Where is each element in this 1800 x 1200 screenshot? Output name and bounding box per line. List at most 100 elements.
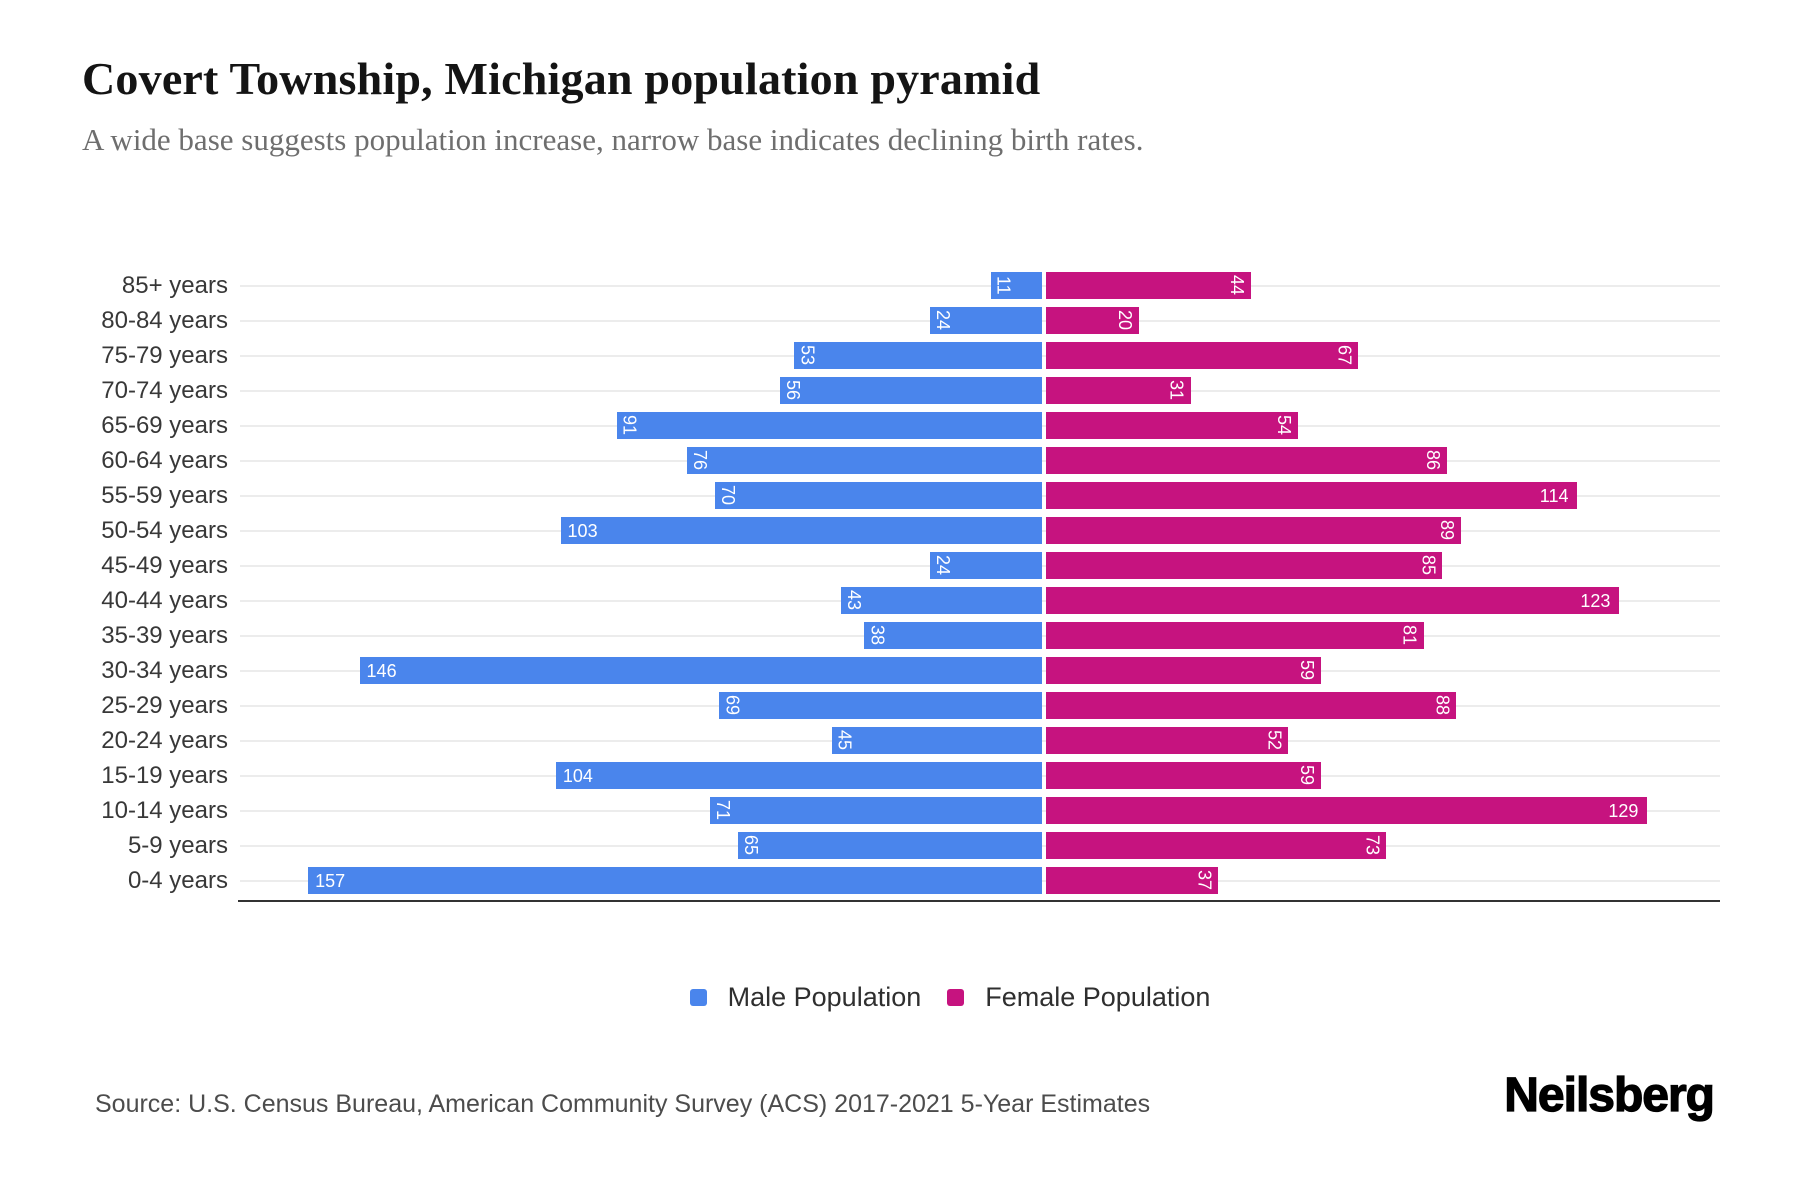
pyramid-row: 70-74 years 56 31 [0,373,1800,408]
pyramid-row: 10-14 years 71 129 [0,793,1800,828]
row-plot-area: 43 123 [240,583,1720,618]
female-zone: 59 [1044,657,1720,684]
row-plot-area: 157 37 [240,863,1720,898]
row-plot-area: 103 89 [240,513,1720,548]
male-bar[interactable]: 104 [555,762,1042,789]
row-plot-area: 71 129 [240,793,1720,828]
male-bar-value-label: 24 [932,310,953,331]
female-bar-value-label: 31 [1166,380,1187,401]
female-bar[interactable]: 73 [1046,832,1387,859]
female-bar-value-label: 86 [1422,450,1443,471]
legend-item-female[interactable]: Female Population [947,982,1210,1013]
female-bar[interactable]: 129 [1046,797,1648,824]
male-bar[interactable]: 53 [794,342,1042,369]
pyramid-row: 40-44 years 43 123 [0,583,1800,618]
female-zone: 67 [1044,342,1720,369]
pyramid-row: 55-59 years 70 114 [0,478,1800,513]
male-bar[interactable]: 38 [864,622,1042,649]
male-bar-value-label: 38 [867,625,888,646]
female-bar-value-label: 81 [1399,625,1420,646]
brand-logo: Neilsberg [1504,1068,1716,1122]
female-bar[interactable]: 67 [1046,342,1359,369]
male-bar-value-label: 65 [741,835,762,856]
male-zone: 104 [240,762,1044,789]
female-bar[interactable]: 88 [1046,692,1457,719]
female-bar[interactable]: 20 [1046,307,1140,334]
pyramid-row: 35-39 years 38 81 [0,618,1800,653]
male-zone: 24 [240,552,1044,579]
pyramid-row: 0-4 years 157 37 [0,863,1800,898]
male-bar[interactable]: 157 [308,867,1042,894]
pyramid-row: 60-64 years 76 86 [0,443,1800,478]
age-label: 65-69 years [101,412,228,439]
female-zone: 85 [1044,552,1720,579]
legend-item-male[interactable]: Male Population [689,982,922,1013]
male-bar-value-label: 69 [722,695,743,716]
male-bar[interactable]: 56 [780,377,1042,404]
male-zone: 76 [240,447,1044,474]
male-bar[interactable]: 24 [929,307,1042,334]
female-bar[interactable]: 37 [1046,867,1219,894]
male-bar[interactable]: 146 [359,657,1042,684]
male-bar-value-label: 11 [993,276,1014,295]
pyramid-rows: 85+ years 11 44 80-84 years 24 [0,268,1800,898]
age-label: 75-79 years [101,342,228,369]
female-bar[interactable]: 89 [1046,517,1461,544]
male-zone: 146 [240,657,1044,684]
age-label: 55-59 years [101,482,228,509]
male-bar[interactable]: 24 [929,552,1042,579]
female-bar[interactable]: 31 [1046,377,1191,404]
male-bar[interactable]: 11 [990,272,1042,299]
row-plot-area: 76 86 [240,443,1720,478]
female-bar[interactable]: 59 [1046,657,1322,684]
female-zone: 114 [1044,482,1720,509]
female-zone: 31 [1044,377,1720,404]
row-plot-area: 24 20 [240,303,1720,338]
male-zone: 11 [240,272,1044,299]
legend-label-male: Male Population [727,982,922,1012]
female-bar[interactable]: 86 [1046,447,1447,474]
female-bar[interactable]: 85 [1046,552,1443,579]
male-zone: 24 [240,307,1044,334]
age-label: 10-14 years [101,797,228,824]
pyramid-row: 50-54 years 103 89 [0,513,1800,548]
x-axis-line [238,900,1720,902]
row-plot-area: 69 88 [240,688,1720,723]
male-bar[interactable]: 65 [738,832,1042,859]
age-label: 50-54 years [101,517,228,544]
male-bar[interactable]: 76 [686,447,1042,474]
row-plot-area: 104 59 [240,758,1720,793]
male-bar-value-label: 76 [689,450,710,471]
female-bar[interactable]: 44 [1046,272,1252,299]
female-bar[interactable]: 81 [1046,622,1424,649]
pyramid-row: 15-19 years 104 59 [0,758,1800,793]
male-bar[interactable]: 43 [841,587,1042,614]
row-plot-area: 91 54 [240,408,1720,443]
female-bar[interactable]: 114 [1046,482,1578,509]
male-bar-value-label: 45 [834,730,855,751]
male-bar[interactable]: 103 [560,517,1042,544]
female-swatch-icon [947,989,965,1006]
age-label: 85+ years [121,272,228,299]
female-bar[interactable]: 54 [1046,412,1298,439]
male-bar[interactable]: 91 [616,412,1042,439]
male-bar[interactable]: 71 [710,797,1042,824]
row-plot-area: 53 67 [240,338,1720,373]
female-bar[interactable]: 59 [1046,762,1322,789]
age-label: 40-44 years [101,587,228,614]
age-label: 30-34 years [101,657,228,684]
female-zone: 44 [1044,272,1720,299]
female-zone: 86 [1044,447,1720,474]
male-bar[interactable]: 45 [831,727,1042,754]
female-bar-value-label: 85 [1418,555,1439,576]
male-bar[interactable]: 69 [719,692,1042,719]
female-bar[interactable]: 52 [1046,727,1289,754]
female-zone: 59 [1044,762,1720,789]
legend-label-female: Female Population [985,982,1211,1012]
pyramid-row: 65-69 years 91 54 [0,408,1800,443]
female-bar[interactable]: 123 [1046,587,1620,614]
male-bar[interactable]: 70 [714,482,1042,509]
male-bar-value-label: 103 [567,520,598,541]
female-bar-value-label: 73 [1362,835,1383,856]
female-zone: 89 [1044,517,1720,544]
